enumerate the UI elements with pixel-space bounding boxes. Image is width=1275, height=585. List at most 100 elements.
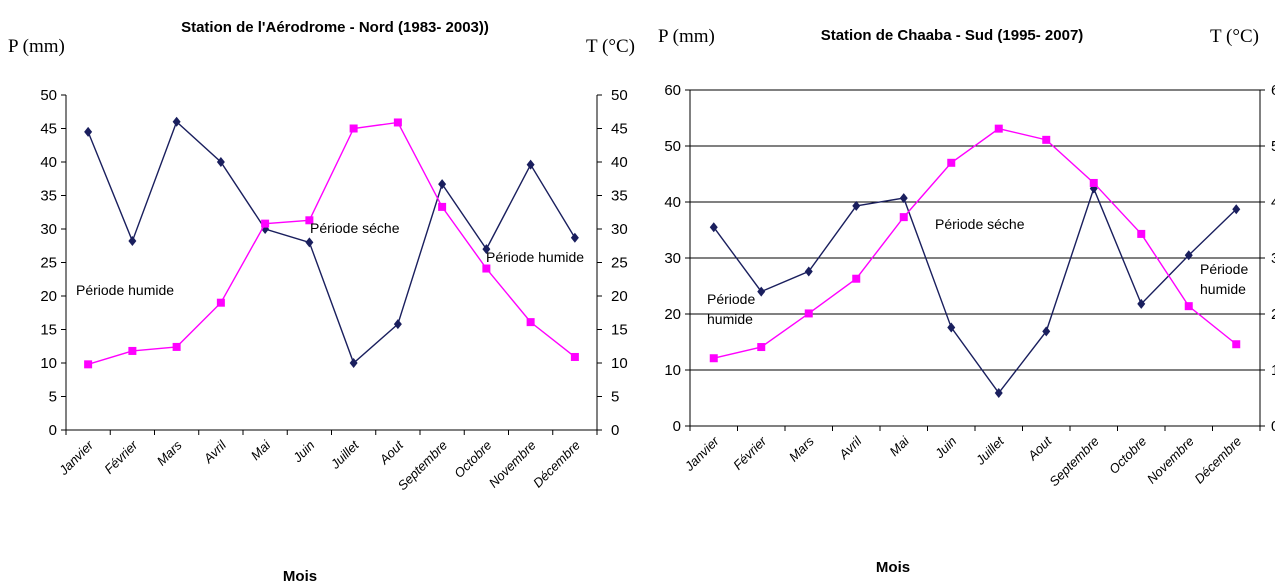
y-tick-label-left: 20 <box>664 306 681 323</box>
x-tick-label: Juin <box>289 438 317 466</box>
data-point-square <box>947 158 956 167</box>
chart-title: Station de Chaaba - Sud (1995- 2007) <box>821 27 1084 44</box>
data-point-diamond <box>1042 326 1051 337</box>
y-tick-label-left: 60 <box>664 82 681 99</box>
y-tick-label-left: 0 <box>49 422 57 439</box>
data-point-diamond <box>994 387 1003 398</box>
data-point-diamond <box>1184 250 1193 261</box>
data-point-diamond <box>709 222 718 233</box>
data-point-square <box>709 354 718 363</box>
data-point-diamond <box>1137 298 1146 309</box>
y-tick-label-right: 30 <box>611 221 628 238</box>
data-point-diamond <box>1232 204 1241 215</box>
y-tick-label-left: 10 <box>40 355 57 372</box>
data-point-square <box>526 318 535 327</box>
x-tick-label: Janvier <box>55 437 96 478</box>
data-point-square <box>172 342 181 351</box>
y-tick-label-left: 45 <box>40 121 57 138</box>
chart-1: Station de l'Aérodrome - Nord (1983- 200… <box>8 19 635 585</box>
y-tick-label-left: 30 <box>664 250 681 267</box>
y-tick-label-left: 10 <box>664 362 681 379</box>
data-point-diamond <box>482 244 491 255</box>
x-tick-label: Septembre <box>1046 434 1102 490</box>
x-tick-label: Mai <box>248 437 274 463</box>
y-tick-label-left: 50 <box>664 138 681 155</box>
y-axis-left-label: P (mm) <box>658 26 715 47</box>
data-point-square <box>570 352 579 361</box>
y-tick-label-right: 0 <box>1271 418 1275 435</box>
data-point-diamond <box>757 286 766 297</box>
y-tick-label-left: 20 <box>40 288 57 305</box>
y-axis-right-label: T (°C) <box>1210 26 1259 47</box>
series-line-2 <box>713 127 1237 359</box>
x-tick-label: Avril <box>200 437 230 467</box>
x-tick-label: Aout <box>376 437 407 468</box>
data-point-square <box>804 309 813 318</box>
x-tick-label: Juillet <box>972 433 1008 469</box>
data-point-square <box>1089 178 1098 187</box>
period-annotation: Période séche <box>310 220 400 236</box>
data-point-square <box>128 346 137 355</box>
x-tick-label: Novembre <box>486 438 539 491</box>
data-point-diamond <box>349 358 358 368</box>
y-tick-label-right: 60 <box>1271 82 1275 99</box>
y-tick-label-left: 5 <box>49 389 57 406</box>
x-tick-label: Octobre <box>1106 434 1149 477</box>
y-tick-label-left: 35 <box>40 188 57 205</box>
period-annotation: Période humide <box>486 249 584 265</box>
data-point-diamond <box>216 157 225 167</box>
data-point-square <box>1232 340 1241 349</box>
series-line-2 <box>87 121 576 366</box>
chart-title: Station de l'Aérodrome - Nord (1983- 200… <box>181 19 489 36</box>
y-tick-label-right: 50 <box>611 87 628 104</box>
data-point-square <box>305 216 314 225</box>
data-point-diamond <box>804 266 813 277</box>
x-tick-label: Mars <box>786 433 817 464</box>
y-tick-label-right: 15 <box>611 322 628 339</box>
period-annotation: Période séche <box>935 216 1025 232</box>
data-point-square <box>261 219 270 228</box>
y-tick-label-right: 40 <box>1271 194 1275 211</box>
y-tick-label-right: 30 <box>1271 250 1275 267</box>
y-tick-label-right: 40 <box>611 154 628 171</box>
y-tick-label-right: 35 <box>611 188 628 205</box>
period-annotation: humide <box>707 311 753 327</box>
data-point-diamond <box>852 200 861 211</box>
x-tick-label: Décembre <box>1191 434 1244 487</box>
y-tick-label-left: 0 <box>673 418 681 435</box>
y-tick-label-left: 40 <box>40 154 57 171</box>
data-point-diamond <box>947 322 956 333</box>
data-point-square <box>1042 135 1051 144</box>
data-point-square <box>349 124 358 133</box>
period-annotation: humide <box>1200 281 1246 297</box>
y-tick-label-left: 15 <box>40 322 57 339</box>
data-point-square <box>757 343 766 352</box>
y-tick-label-right: 0 <box>611 422 619 439</box>
x-axis-title: Mois <box>283 568 317 585</box>
data-point-square <box>1184 302 1193 311</box>
y-tick-label-right: 45 <box>611 121 628 138</box>
data-point-diamond <box>526 159 535 170</box>
data-point-square <box>216 298 225 307</box>
data-point-diamond <box>899 193 908 204</box>
y-tick-label-left: 50 <box>40 87 57 104</box>
y-tick-label-right: 25 <box>611 255 628 272</box>
data-point-diamond <box>305 237 314 248</box>
data-point-diamond <box>128 236 137 247</box>
y-axis-right-label: T (°C) <box>586 36 635 57</box>
x-tick-label: Avril <box>835 433 865 463</box>
data-point-diamond <box>570 232 579 243</box>
x-tick-label: Décembre <box>530 438 583 491</box>
y-tick-label-right: 50 <box>1271 138 1275 155</box>
x-tick-label: Juillet <box>327 437 363 473</box>
series-line-1 <box>87 120 576 365</box>
x-tick-label: Février <box>101 437 141 477</box>
y-tick-label-right: 10 <box>1271 362 1275 379</box>
data-point-diamond <box>84 126 93 137</box>
x-tick-label: Mai <box>886 433 912 459</box>
y-tick-label-right: 10 <box>611 355 628 372</box>
data-point-square <box>852 274 861 283</box>
y-tick-label-right: 20 <box>1271 306 1275 323</box>
data-point-diamond <box>393 319 402 330</box>
